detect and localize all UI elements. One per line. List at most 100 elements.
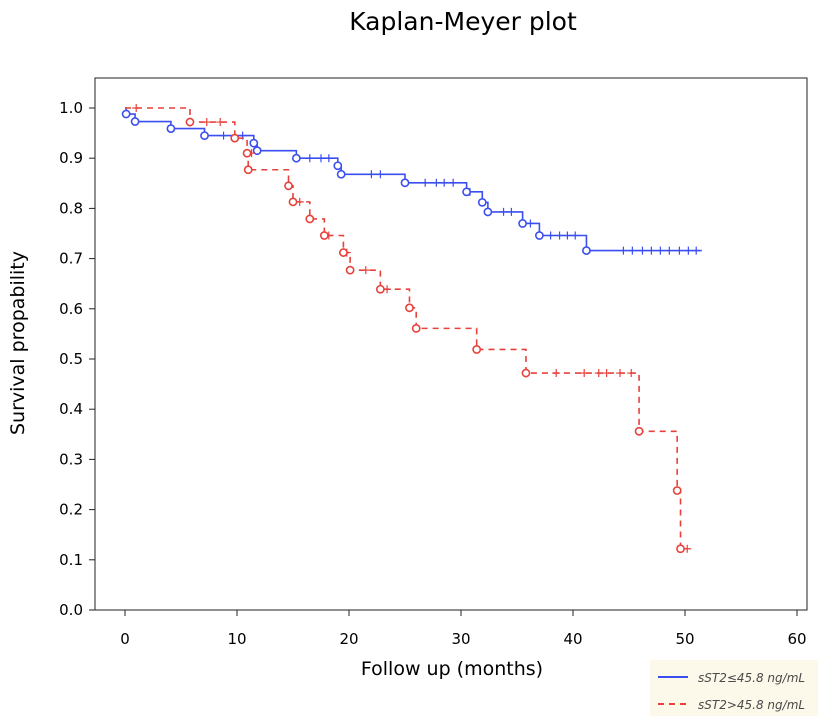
censor-mark	[627, 369, 636, 378]
x-axis-label: Follow up (months)	[361, 658, 543, 680]
censor-mark	[202, 118, 211, 127]
censor-mark	[628, 246, 637, 255]
survival-curve-0	[125, 107, 702, 252]
event-marker	[462, 187, 471, 197]
event-marker	[483, 207, 493, 217]
event-marker	[345, 265, 355, 275]
x-tick-label: 30	[451, 630, 470, 648]
censor-mark	[638, 246, 647, 255]
censor-mark	[552, 369, 561, 378]
event-marker	[291, 153, 301, 163]
event-marker	[249, 138, 259, 148]
event-marker	[338, 248, 348, 257]
event-marker	[405, 303, 414, 313]
y-tick-label: 0.8	[59, 199, 83, 217]
y-tick-label: 0.4	[59, 400, 83, 418]
x-tick-label: 50	[675, 630, 694, 648]
event-marker	[230, 133, 240, 143]
censor-mark	[675, 246, 684, 255]
y-axis-label: Survival propability	[7, 251, 29, 435]
censor-mark	[219, 131, 228, 140]
event-marker	[336, 169, 346, 179]
censor-mark	[665, 246, 674, 255]
event-marker	[130, 117, 140, 126]
censor-mark	[132, 104, 141, 112]
censor-mark	[507, 207, 516, 216]
censor-mark	[684, 246, 693, 255]
event-marker	[634, 426, 644, 436]
censor-mark	[580, 369, 589, 378]
y-tick-label: 0.1	[59, 551, 83, 569]
censor-mark	[616, 369, 625, 378]
censor-mark	[647, 246, 656, 255]
legend-label-high: sST2>45.8 ng/mL	[698, 698, 805, 712]
event-marker	[521, 368, 531, 378]
series-0	[121, 107, 702, 255]
censor-mark	[692, 246, 701, 255]
censor-mark	[571, 231, 580, 240]
y-tick-label: 1.0	[59, 99, 83, 117]
series-layer	[121, 104, 702, 554]
censor-mark	[324, 154, 333, 163]
event-marker	[535, 231, 544, 240]
censor-mark	[555, 231, 564, 240]
event-marker	[319, 231, 329, 240]
y-tick-label: 0.5	[59, 350, 83, 368]
legend: sST2≤45.8 ng/mL sST2>45.8 ng/mL	[650, 660, 818, 716]
censor-mark	[563, 231, 572, 240]
event-marker	[243, 165, 253, 175]
event-marker	[477, 197, 487, 207]
censor-mark	[367, 170, 376, 179]
y-tick-label: 0.6	[59, 300, 83, 318]
event-marker	[672, 486, 682, 495]
event-marker	[288, 197, 298, 207]
censor-mark	[305, 154, 314, 163]
event-marker	[518, 219, 527, 228]
event-marker	[676, 544, 685, 554]
censor-mark	[317, 154, 325, 163]
censor-mark	[602, 369, 611, 378]
censor-mark	[432, 178, 441, 187]
legend-box	[650, 660, 818, 716]
series-1	[125, 104, 692, 554]
x-tick-label: 20	[339, 630, 358, 648]
y-axis: 0.0 0.1 0.2 0.3 0.4 0.5 0.6 0.7 0.8 0.9 1.0	[59, 99, 95, 619]
chart-title: Kaplan-Meyer plot	[349, 7, 577, 36]
survival-curve-1	[125, 107, 688, 550]
y-tick-label: 0.3	[59, 450, 83, 468]
censor-mark	[499, 207, 508, 216]
x-tick-label: 10	[227, 630, 246, 648]
censor-mark	[376, 170, 385, 179]
event-marker	[166, 124, 176, 133]
y-tick-label: 0.2	[59, 501, 83, 519]
event-marker	[375, 284, 385, 294]
censor-mark	[421, 178, 430, 187]
x-tick-label: 60	[787, 630, 806, 648]
event-marker	[284, 181, 293, 191]
event-marker	[582, 246, 591, 255]
plot-area-frame	[94, 77, 808, 611]
event-marker	[121, 109, 131, 119]
legend-label-low: sST2≤45.8 ng/mL	[698, 671, 805, 685]
censor-mark	[449, 178, 458, 187]
censor-mark	[546, 231, 555, 240]
event-marker	[333, 161, 343, 171]
y-tick-label: 0.0	[59, 601, 83, 619]
y-tick-label: 0.7	[59, 250, 83, 268]
event-marker	[305, 214, 315, 224]
censor-mark	[216, 118, 225, 127]
event-marker	[411, 323, 421, 333]
event-marker	[400, 178, 410, 188]
event-marker	[472, 345, 482, 354]
censor-mark	[656, 246, 665, 255]
x-tick-label: 40	[563, 630, 582, 648]
censor-mark	[526, 219, 535, 228]
x-axis: 0 10 20 30 40 50 60	[120, 610, 807, 648]
event-marker	[200, 131, 209, 141]
censor-mark	[440, 178, 449, 187]
censor-mark	[619, 246, 628, 255]
censor-mark	[361, 266, 370, 275]
event-marker	[252, 146, 262, 156]
x-tick-label: 0	[120, 630, 130, 648]
